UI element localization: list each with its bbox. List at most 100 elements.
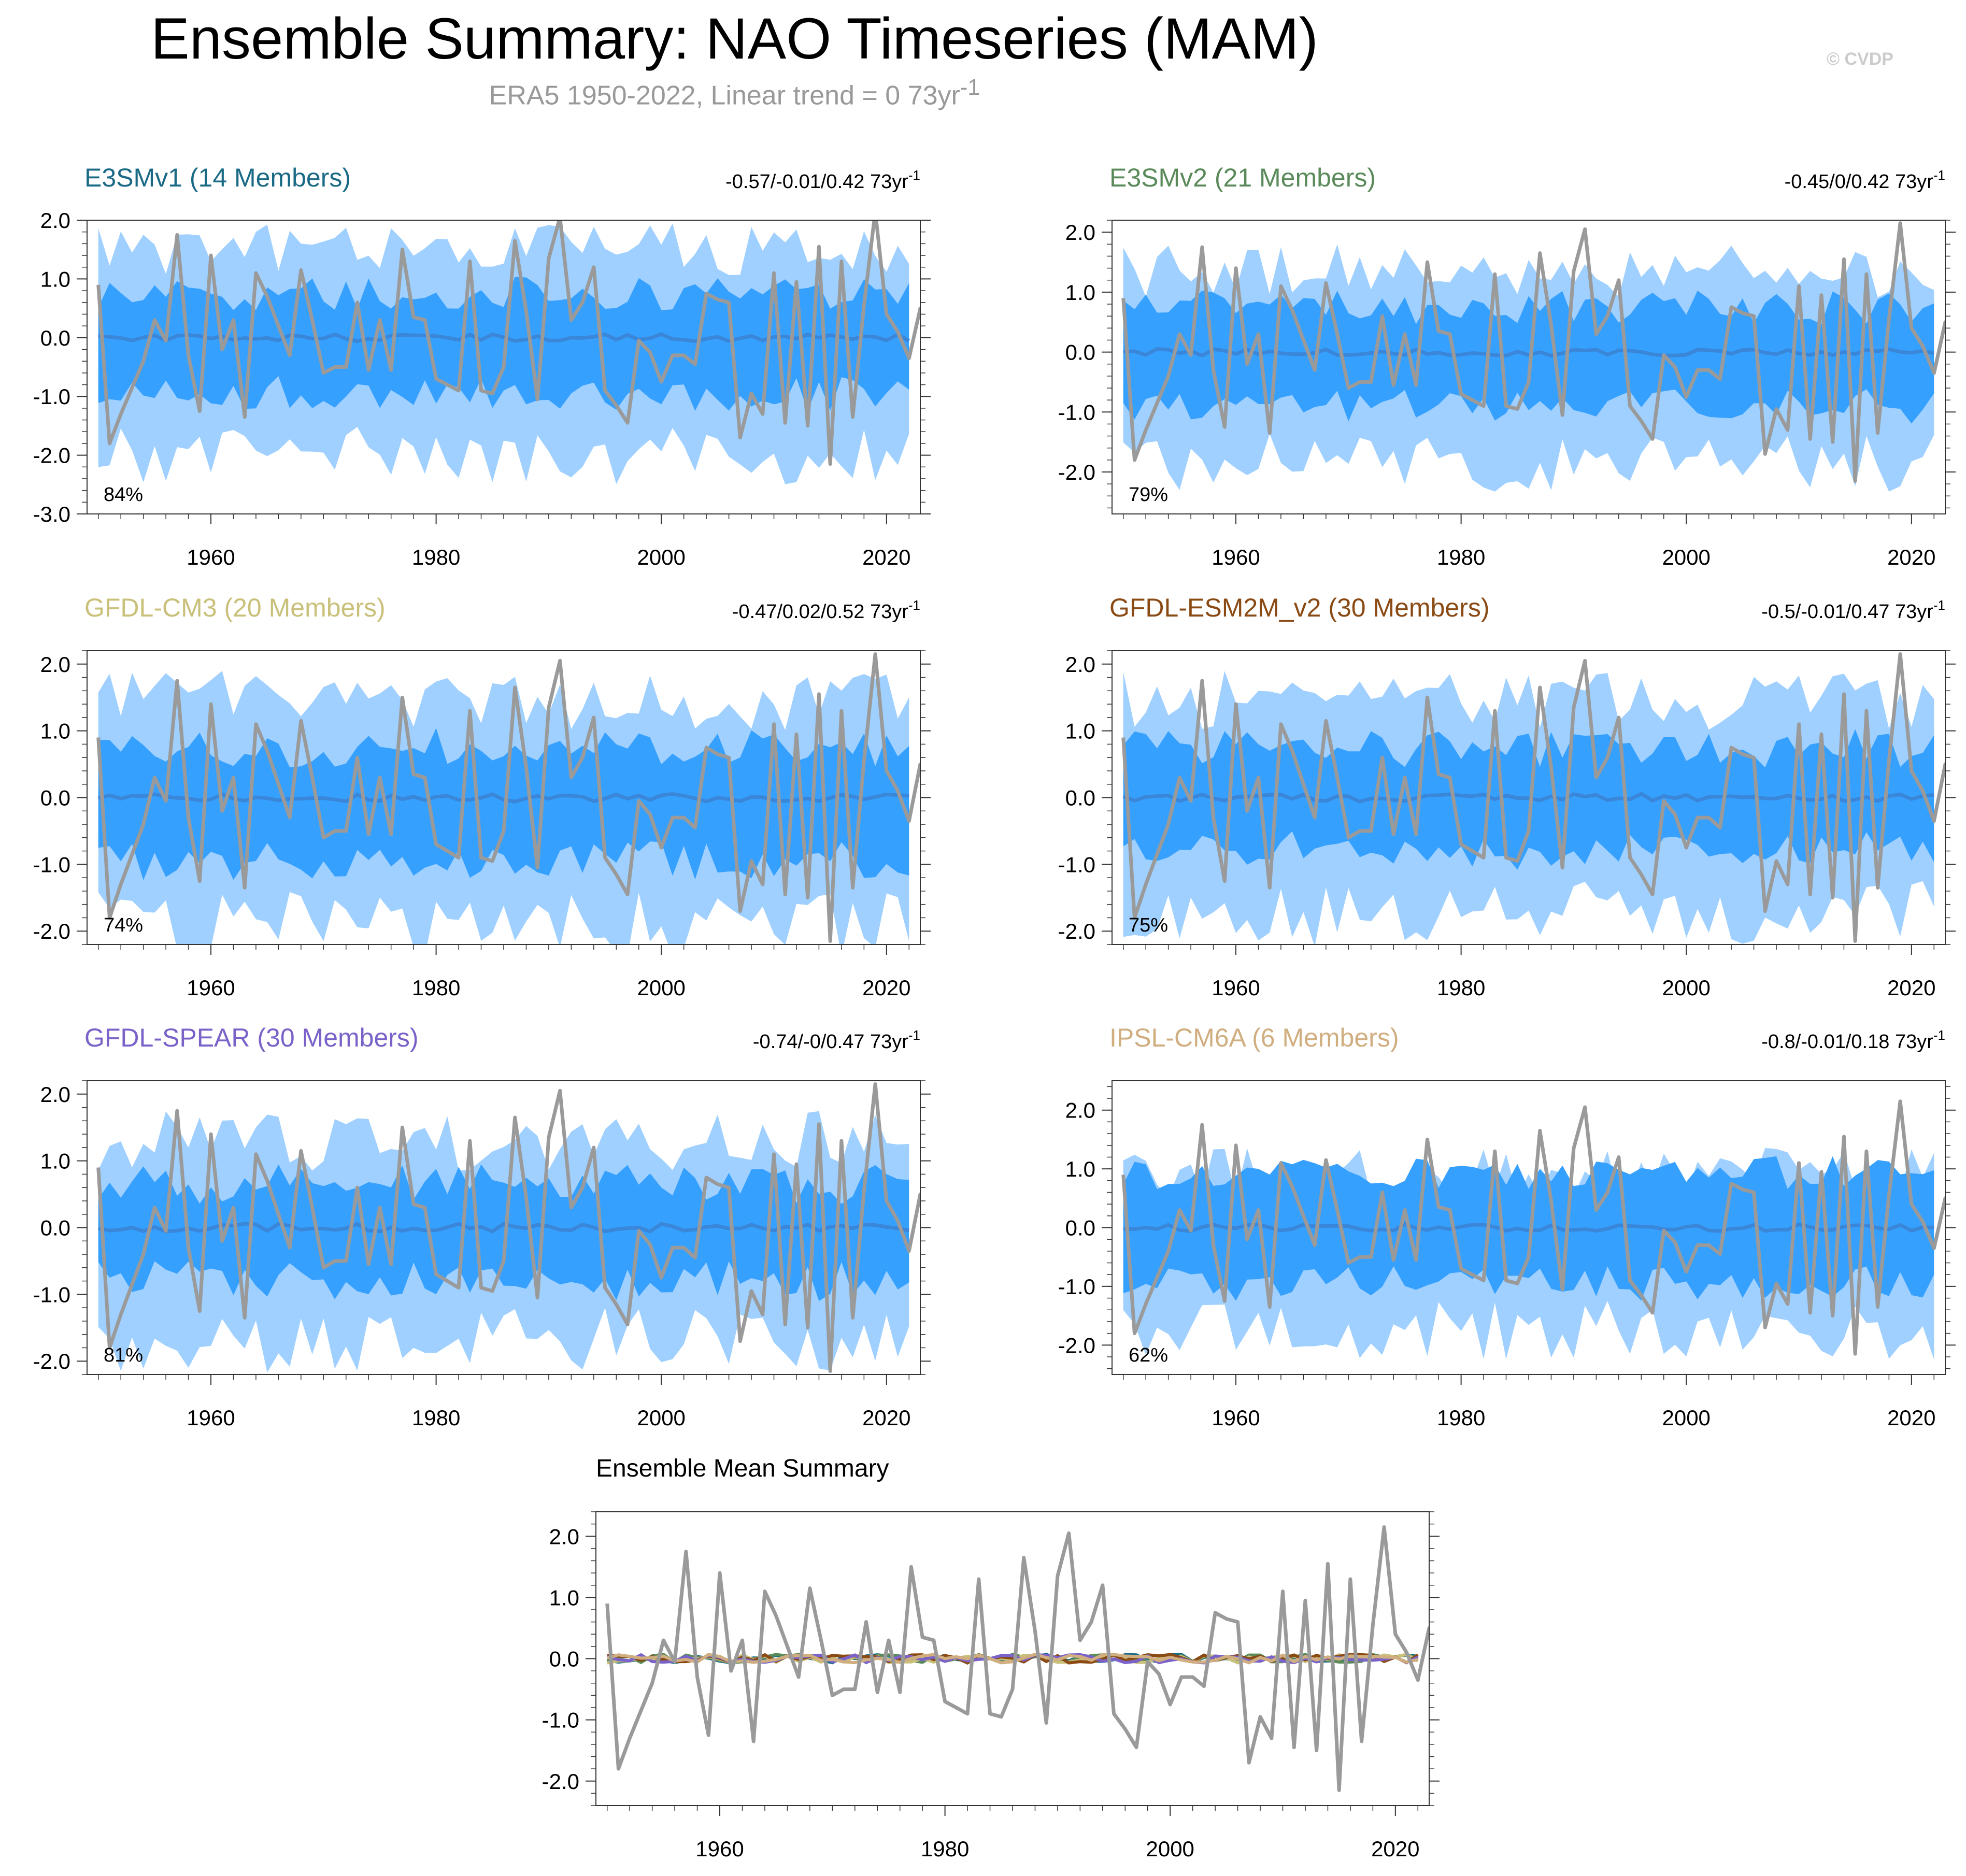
x-tick-label: 1980 xyxy=(1437,1406,1485,1430)
ensemble-mean-line xyxy=(98,332,910,343)
percentage-label: 74% xyxy=(104,914,143,936)
chart-e3smv2: 2.0 1.0 0.0 -1.0 -2.0 1960 1980 2000 2020 E3SMv2 … xyxy=(1058,163,1956,569)
y-tick-label: 2.0 xyxy=(1065,652,1095,677)
trend-superscript: -1 xyxy=(908,167,920,183)
ensemble-mean-line xyxy=(98,1222,909,1234)
observed-nao-line xyxy=(1121,652,1945,943)
chart-gfdl-esm2m-v2: 2.0 1.0 0.0 -1.0 -2.0 1960 1980 2000 2020 GFDL-ES… xyxy=(1058,593,1956,1000)
percentage-label: 81% xyxy=(104,1344,143,1366)
y-tick-label: 1.0 xyxy=(1065,1157,1095,1181)
x-tick-label: 1980 xyxy=(412,1406,460,1430)
x-tick-label: 1960 xyxy=(187,545,235,569)
trend-text: -0.45/0/0.42 73yr-1 xyxy=(1785,167,1945,193)
trend-text: -0.47/0.02/0.52 73yr-1 xyxy=(732,597,920,623)
ensemble-mean-line xyxy=(1123,347,1934,358)
trend-value: -0.47/0.02/0.52 73yr xyxy=(732,601,908,623)
x-tick-label: 2020 xyxy=(862,976,910,1000)
y-tick-label: -2.0 xyxy=(33,919,70,943)
y-tick-label: 1.0 xyxy=(40,719,70,743)
ensemble-mean-line xyxy=(97,792,909,804)
plot-area xyxy=(96,652,920,944)
x-tick-label: 1960 xyxy=(1212,976,1260,1000)
observed-nao-line xyxy=(1121,221,1945,483)
chart-gfdl-cm3: 2.0 1.0 0.0 -1.0 -2.0 1960 1980 2000 2020 GFDL-CM… xyxy=(33,593,931,1000)
y-tick-label: -2.0 xyxy=(1058,919,1095,943)
trend-text: -0.74/-0/0.47 73yr-1 xyxy=(753,1027,920,1053)
trend-superscript: -1 xyxy=(908,597,920,613)
observed-nao-line xyxy=(96,220,920,466)
chart-title: E3SMv1 (14 Members) xyxy=(84,163,351,192)
x-tick-label: 2000 xyxy=(1146,1837,1194,1861)
x-tick-label: 2020 xyxy=(1371,1837,1419,1861)
y-tick-label: 0.0 xyxy=(40,326,70,350)
y-tick-label: 1.0 xyxy=(40,1149,70,1173)
y-tick-label: -2.0 xyxy=(33,443,70,468)
y-tick-label: 0.0 xyxy=(549,1647,579,1671)
ensemble-mean-line xyxy=(1122,792,1934,804)
subtitle-text: ERA5 1950-2022, Linear trend = 0 73yr xyxy=(489,80,960,111)
x-tick-label: 1960 xyxy=(187,1406,235,1430)
chart-ensemble-mean-summary: 2.0 1.0 0.0 -1.0 -2.0 1960 1980 2000 2020 Ensembl… xyxy=(542,1455,1440,1861)
trend-superscript: -1 xyxy=(1933,167,1945,183)
inner-spread-band xyxy=(98,1164,909,1301)
chart-ipsl-cm6a: 2.0 1.0 0.0 -1.0 -2.0 1960 1980 2000 2020 IPSL-CM… xyxy=(1058,1023,1956,1430)
plot-area xyxy=(96,220,920,484)
x-tick-label: 2000 xyxy=(637,1406,685,1430)
trend-value: -0.8/-0.01/0.18 73yr xyxy=(1761,1031,1933,1053)
model-mean-line-5 xyxy=(606,1653,1419,1665)
y-tick-label: 1.0 xyxy=(1065,719,1095,743)
plot-area xyxy=(1121,221,1945,492)
x-tick-label: 2020 xyxy=(862,545,910,569)
observed-nao-line xyxy=(96,1082,920,1373)
x-tick-label: 2000 xyxy=(1662,1406,1710,1430)
chart-title: GFDL-SPEAR (30 Members) xyxy=(84,1023,419,1052)
y-tick-label: 2.0 xyxy=(1065,220,1095,245)
x-tick-label: 1980 xyxy=(921,1837,969,1861)
y-tick-label: 0.0 xyxy=(1065,340,1095,365)
plot-area xyxy=(605,1525,1429,1792)
chart-title: E3SMv2 (21 Members) xyxy=(1109,163,1376,192)
y-tick-label: -2.0 xyxy=(542,1769,579,1794)
trend-text: -0.57/-0.01/0.42 73yr-1 xyxy=(725,167,920,193)
trend-superscript: -1 xyxy=(1933,1027,1945,1043)
y-tick-label: 2.0 xyxy=(40,1082,70,1107)
trend-text: -0.8/-0.01/0.18 73yr-1 xyxy=(1761,1027,1945,1053)
percentage-label: 84% xyxy=(104,484,143,506)
x-tick-label: 1960 xyxy=(1212,1406,1260,1430)
x-tick-label: 1980 xyxy=(1437,976,1485,1000)
x-tick-label: 2020 xyxy=(862,1406,910,1430)
inner-spread-band xyxy=(98,277,909,411)
y-tick-label: -2.0 xyxy=(1058,1333,1095,1357)
y-tick-label: 2.0 xyxy=(40,208,70,233)
plot-area xyxy=(1121,652,1945,944)
plot-area xyxy=(96,1082,920,1373)
figure-title: Ensemble Summary: NAO Timeseries (MAM) xyxy=(151,6,1318,71)
trend-value: -0.45/0/0.42 73yr xyxy=(1785,171,1934,193)
observed-nao-line xyxy=(96,652,920,943)
figure-subtitle: ERA5 1950-2022, Linear trend = 0 73yr-1 xyxy=(0,75,1469,111)
x-tick-label: 2000 xyxy=(637,545,685,569)
observed-nao-line xyxy=(605,1525,1429,1792)
y-tick-label: -1.0 xyxy=(542,1708,579,1732)
x-tick-label: 1960 xyxy=(695,1837,744,1861)
cvdp-credit: © CVDP xyxy=(1827,49,1893,69)
percentage-label: 62% xyxy=(1129,1344,1168,1366)
percentage-label: 79% xyxy=(1129,484,1168,506)
y-tick-label: 0.0 xyxy=(1065,786,1095,810)
chart-title: IPSL-CM6A (6 Members) xyxy=(1109,1023,1399,1052)
subtitle-superscript: -1 xyxy=(960,75,980,100)
trend-text: -0.5/-0.01/0.47 73yr-1 xyxy=(1761,597,1945,623)
plot-area xyxy=(1121,1099,1945,1359)
y-tick-label: -3.0 xyxy=(33,502,70,526)
y-tick-label: 0.0 xyxy=(1065,1216,1095,1240)
y-tick-label: -2.0 xyxy=(33,1349,70,1373)
y-tick-label: -1.0 xyxy=(1058,1274,1095,1299)
trend-superscript: -1 xyxy=(908,1027,920,1043)
model-mean-line-6 xyxy=(606,1653,1418,1665)
x-tick-label: 1980 xyxy=(1437,545,1485,569)
y-tick-label: -1.0 xyxy=(1058,852,1095,877)
y-tick-label: 1.0 xyxy=(549,1585,579,1610)
trend-value: -0.74/-0/0.47 73yr xyxy=(753,1031,908,1053)
x-tick-label: 2020 xyxy=(1887,1406,1935,1430)
